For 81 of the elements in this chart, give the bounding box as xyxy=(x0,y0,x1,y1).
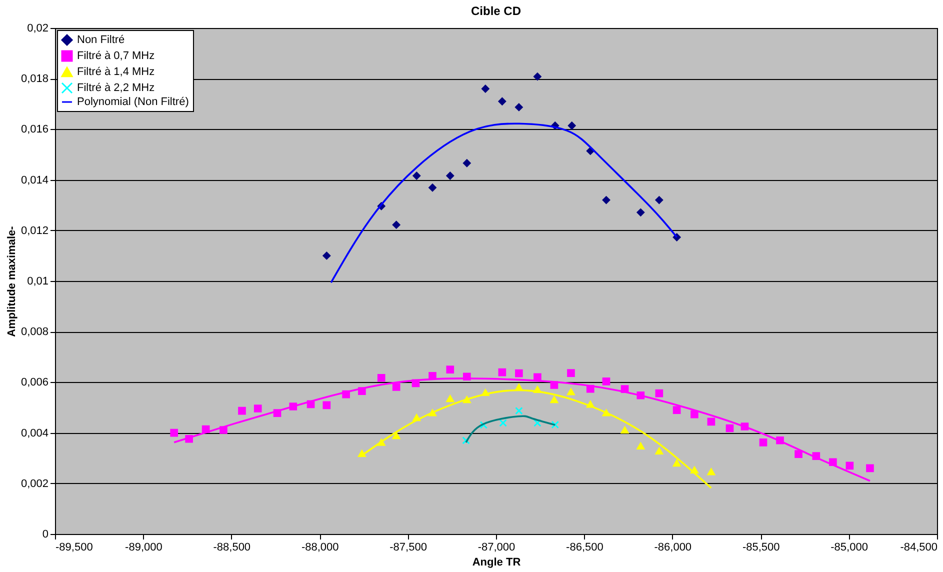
point xyxy=(568,122,576,130)
point xyxy=(498,368,506,376)
point xyxy=(499,419,507,427)
x-axis-title: Angle TR xyxy=(472,556,521,568)
legend-label: Filtré à 1,4 MHz xyxy=(77,66,155,78)
point xyxy=(515,406,523,415)
point xyxy=(672,406,681,414)
legend-label: Non Filtré xyxy=(77,34,125,46)
point xyxy=(498,97,506,106)
y-tick-label: 0,02 xyxy=(27,22,48,34)
x-tick-label: -86,500 xyxy=(566,542,604,554)
point xyxy=(392,383,400,391)
point xyxy=(567,388,575,396)
point xyxy=(462,159,471,168)
y-tick-label: 0 xyxy=(42,528,48,540)
point xyxy=(170,428,178,437)
y-tick-label: 0,008 xyxy=(20,326,48,338)
x-tick-label: -85,000 xyxy=(830,542,868,554)
point xyxy=(707,418,716,426)
point xyxy=(480,421,488,429)
point xyxy=(866,464,874,472)
point xyxy=(655,448,664,455)
point xyxy=(846,462,854,470)
point xyxy=(392,432,400,440)
point xyxy=(620,426,629,434)
y-tick-label: 0,006 xyxy=(20,376,48,389)
point xyxy=(534,72,542,80)
point xyxy=(567,369,575,378)
point xyxy=(515,103,523,112)
x-tick-label: -89,000 xyxy=(125,542,162,554)
point xyxy=(254,404,262,412)
line-series xyxy=(465,415,556,444)
x-tick-label: -87,500 xyxy=(390,542,427,554)
y-tick-label: 0,01 xyxy=(27,276,48,288)
point xyxy=(534,373,542,382)
y-tick-label: 0,016 xyxy=(20,124,48,136)
point xyxy=(759,438,768,446)
x-tick-label: -88,500 xyxy=(213,542,251,554)
point xyxy=(602,196,610,204)
x-tick-label: -88,000 xyxy=(301,542,339,554)
point xyxy=(322,252,331,260)
point xyxy=(238,406,246,415)
x-tick-label: -89,500 xyxy=(56,542,93,554)
legend-label: Filtré à 2,2 MHz xyxy=(77,82,155,94)
point xyxy=(515,369,523,378)
point xyxy=(412,172,421,180)
point xyxy=(707,468,716,476)
point xyxy=(322,401,331,410)
point xyxy=(446,366,454,374)
point xyxy=(550,396,558,404)
point xyxy=(462,436,470,444)
point xyxy=(446,395,454,402)
x-tick-label: -84,500 xyxy=(900,542,938,554)
point xyxy=(446,172,454,180)
y-tick-label: 0,012 xyxy=(20,224,48,237)
point xyxy=(655,389,664,398)
y-axis-title: Amplitude maximale- xyxy=(6,226,18,337)
y-tick-label: 0,014 xyxy=(20,174,48,186)
point xyxy=(377,374,386,382)
x-tick-label: -87,000 xyxy=(478,542,516,554)
point xyxy=(482,84,490,93)
legend-label: Polynomial (Non Filtré) xyxy=(77,96,189,108)
point xyxy=(428,184,436,192)
y-tick-label: 0,002 xyxy=(20,478,48,490)
point xyxy=(636,208,645,216)
point xyxy=(392,220,400,229)
point xyxy=(534,419,542,427)
point xyxy=(655,196,664,204)
point xyxy=(636,442,645,450)
point xyxy=(672,460,681,467)
y-tick-label: 0,018 xyxy=(20,73,48,86)
point xyxy=(602,378,610,386)
y-tick-label: 0,004 xyxy=(20,427,48,440)
chart-title: Cible CD xyxy=(470,4,522,18)
legend-label: Filtré à 0,7 MHz xyxy=(77,50,155,62)
point xyxy=(794,450,802,458)
point xyxy=(690,410,698,418)
x-tick-label: -86,000 xyxy=(654,542,692,554)
point xyxy=(726,424,734,432)
x-tick-label: -85,500 xyxy=(742,542,780,554)
point xyxy=(551,420,560,429)
